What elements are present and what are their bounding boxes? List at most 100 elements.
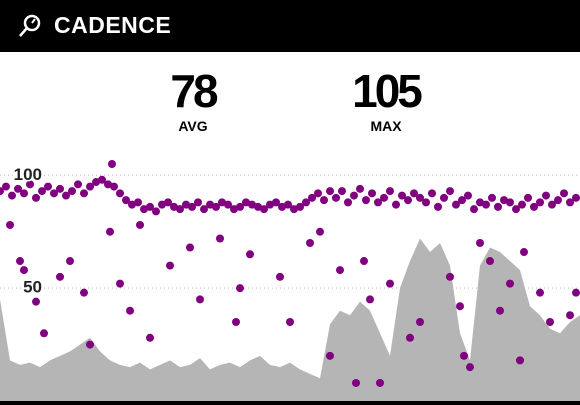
- cadence-point: [496, 306, 504, 315]
- cadence-point: [566, 311, 574, 320]
- cadence-point: [518, 200, 526, 209]
- cadence-point: [302, 198, 310, 207]
- cadence-point: [146, 202, 154, 211]
- cadence-point: [352, 378, 360, 387]
- cadence-point: [464, 191, 472, 200]
- cadence-point: [164, 198, 172, 207]
- cadence-point: [356, 184, 364, 193]
- stat-value: 105: [352, 65, 423, 117]
- cadence-point: [428, 189, 436, 198]
- cadence-point: [152, 207, 160, 216]
- cadence-point: [416, 318, 424, 326]
- cadence-point: [278, 202, 286, 211]
- cadence-point: [456, 302, 464, 311]
- cadence-point: [6, 220, 14, 229]
- cadence-point: [2, 182, 10, 191]
- cadence-point: [32, 297, 40, 306]
- cadence-point: [92, 178, 100, 187]
- cadence-point: [572, 193, 580, 202]
- cadence-point: [260, 205, 268, 214]
- cadence-point: [520, 248, 528, 257]
- cadence-point: [386, 187, 394, 196]
- cadence-point: [236, 284, 244, 293]
- cadence-point: [466, 363, 474, 372]
- cadence-point: [166, 261, 174, 270]
- cadence-point: [86, 182, 94, 191]
- cadence-point: [50, 189, 58, 198]
- cadence-point: [272, 198, 280, 207]
- cadence-point: [216, 234, 224, 243]
- cadence-point: [44, 182, 52, 191]
- cadence-point: [26, 180, 34, 189]
- cadence-point: [40, 329, 48, 338]
- cadence-point: [134, 198, 142, 207]
- cadence-point: [460, 351, 468, 360]
- cadence-point: [176, 205, 184, 214]
- cadence-point: [476, 239, 484, 247]
- cadence-point: [516, 356, 524, 365]
- elevation-area: [0, 238, 580, 401]
- cadence-point: [110, 182, 118, 191]
- cadence-point: [362, 196, 370, 205]
- cadence-point: [446, 272, 454, 281]
- cadence-point: [116, 279, 124, 288]
- cadence-point: [452, 200, 460, 209]
- stat-label: AVG: [178, 118, 208, 134]
- cadence-point: [122, 196, 130, 205]
- cadence-point: [506, 279, 514, 288]
- cadence-point: [290, 205, 298, 214]
- cadence-point: [246, 250, 254, 259]
- cadence-point: [32, 193, 40, 202]
- cadence-point: [366, 295, 374, 304]
- stat: 78 AVG: [133, 66, 253, 134]
- cadence-point: [458, 196, 466, 205]
- cadence-point: [308, 193, 316, 202]
- cadence-point: [266, 200, 274, 209]
- cadence-point: [398, 191, 406, 200]
- cadence-point: [422, 198, 430, 207]
- cadence-point: [386, 279, 394, 288]
- cadence-point: [286, 318, 294, 326]
- cadence-point: [136, 220, 144, 229]
- cadence-point: [170, 202, 178, 211]
- cadence-point: [360, 257, 368, 266]
- cadence-point: [316, 227, 324, 236]
- cadence-point: [500, 196, 508, 205]
- cadence-point: [542, 191, 550, 200]
- cadence-point: [512, 205, 520, 214]
- cadence-point: [126, 306, 134, 315]
- cadence-point: [200, 205, 208, 214]
- cadence-point: [248, 200, 256, 209]
- cadence-point: [212, 202, 220, 211]
- cadence-point: [68, 187, 76, 196]
- cadence-point: [224, 200, 232, 209]
- cadence-point: [566, 198, 574, 207]
- cadence-point: [80, 288, 88, 297]
- cadence-point: [20, 189, 28, 198]
- cadence-point: [128, 200, 136, 209]
- cadence-point: [350, 191, 358, 200]
- cadence-point: [376, 378, 384, 387]
- cadence-point: [218, 198, 226, 207]
- header-title: CADENCE: [54, 12, 172, 38]
- cadence-point: [186, 243, 194, 252]
- cadence-point: [494, 202, 502, 211]
- cadence-point: [506, 198, 514, 207]
- stat: 105 MAX: [326, 66, 446, 134]
- cadence-point: [116, 189, 124, 198]
- cadence-point: [140, 205, 148, 214]
- cadence-point: [530, 202, 538, 211]
- cadence-point: [314, 189, 322, 198]
- cadence-point: [66, 257, 74, 266]
- cadence-point: [374, 198, 382, 207]
- cadence-point: [416, 193, 424, 202]
- cadence-point: [158, 200, 166, 209]
- cadence-point: [338, 187, 346, 196]
- y-tick-label: 50: [23, 278, 42, 297]
- cadence-point: [8, 191, 16, 200]
- cadence-point: [336, 266, 344, 275]
- cadence-point: [236, 202, 244, 211]
- cadence-point: [206, 200, 214, 209]
- cadence-point: [16, 257, 24, 266]
